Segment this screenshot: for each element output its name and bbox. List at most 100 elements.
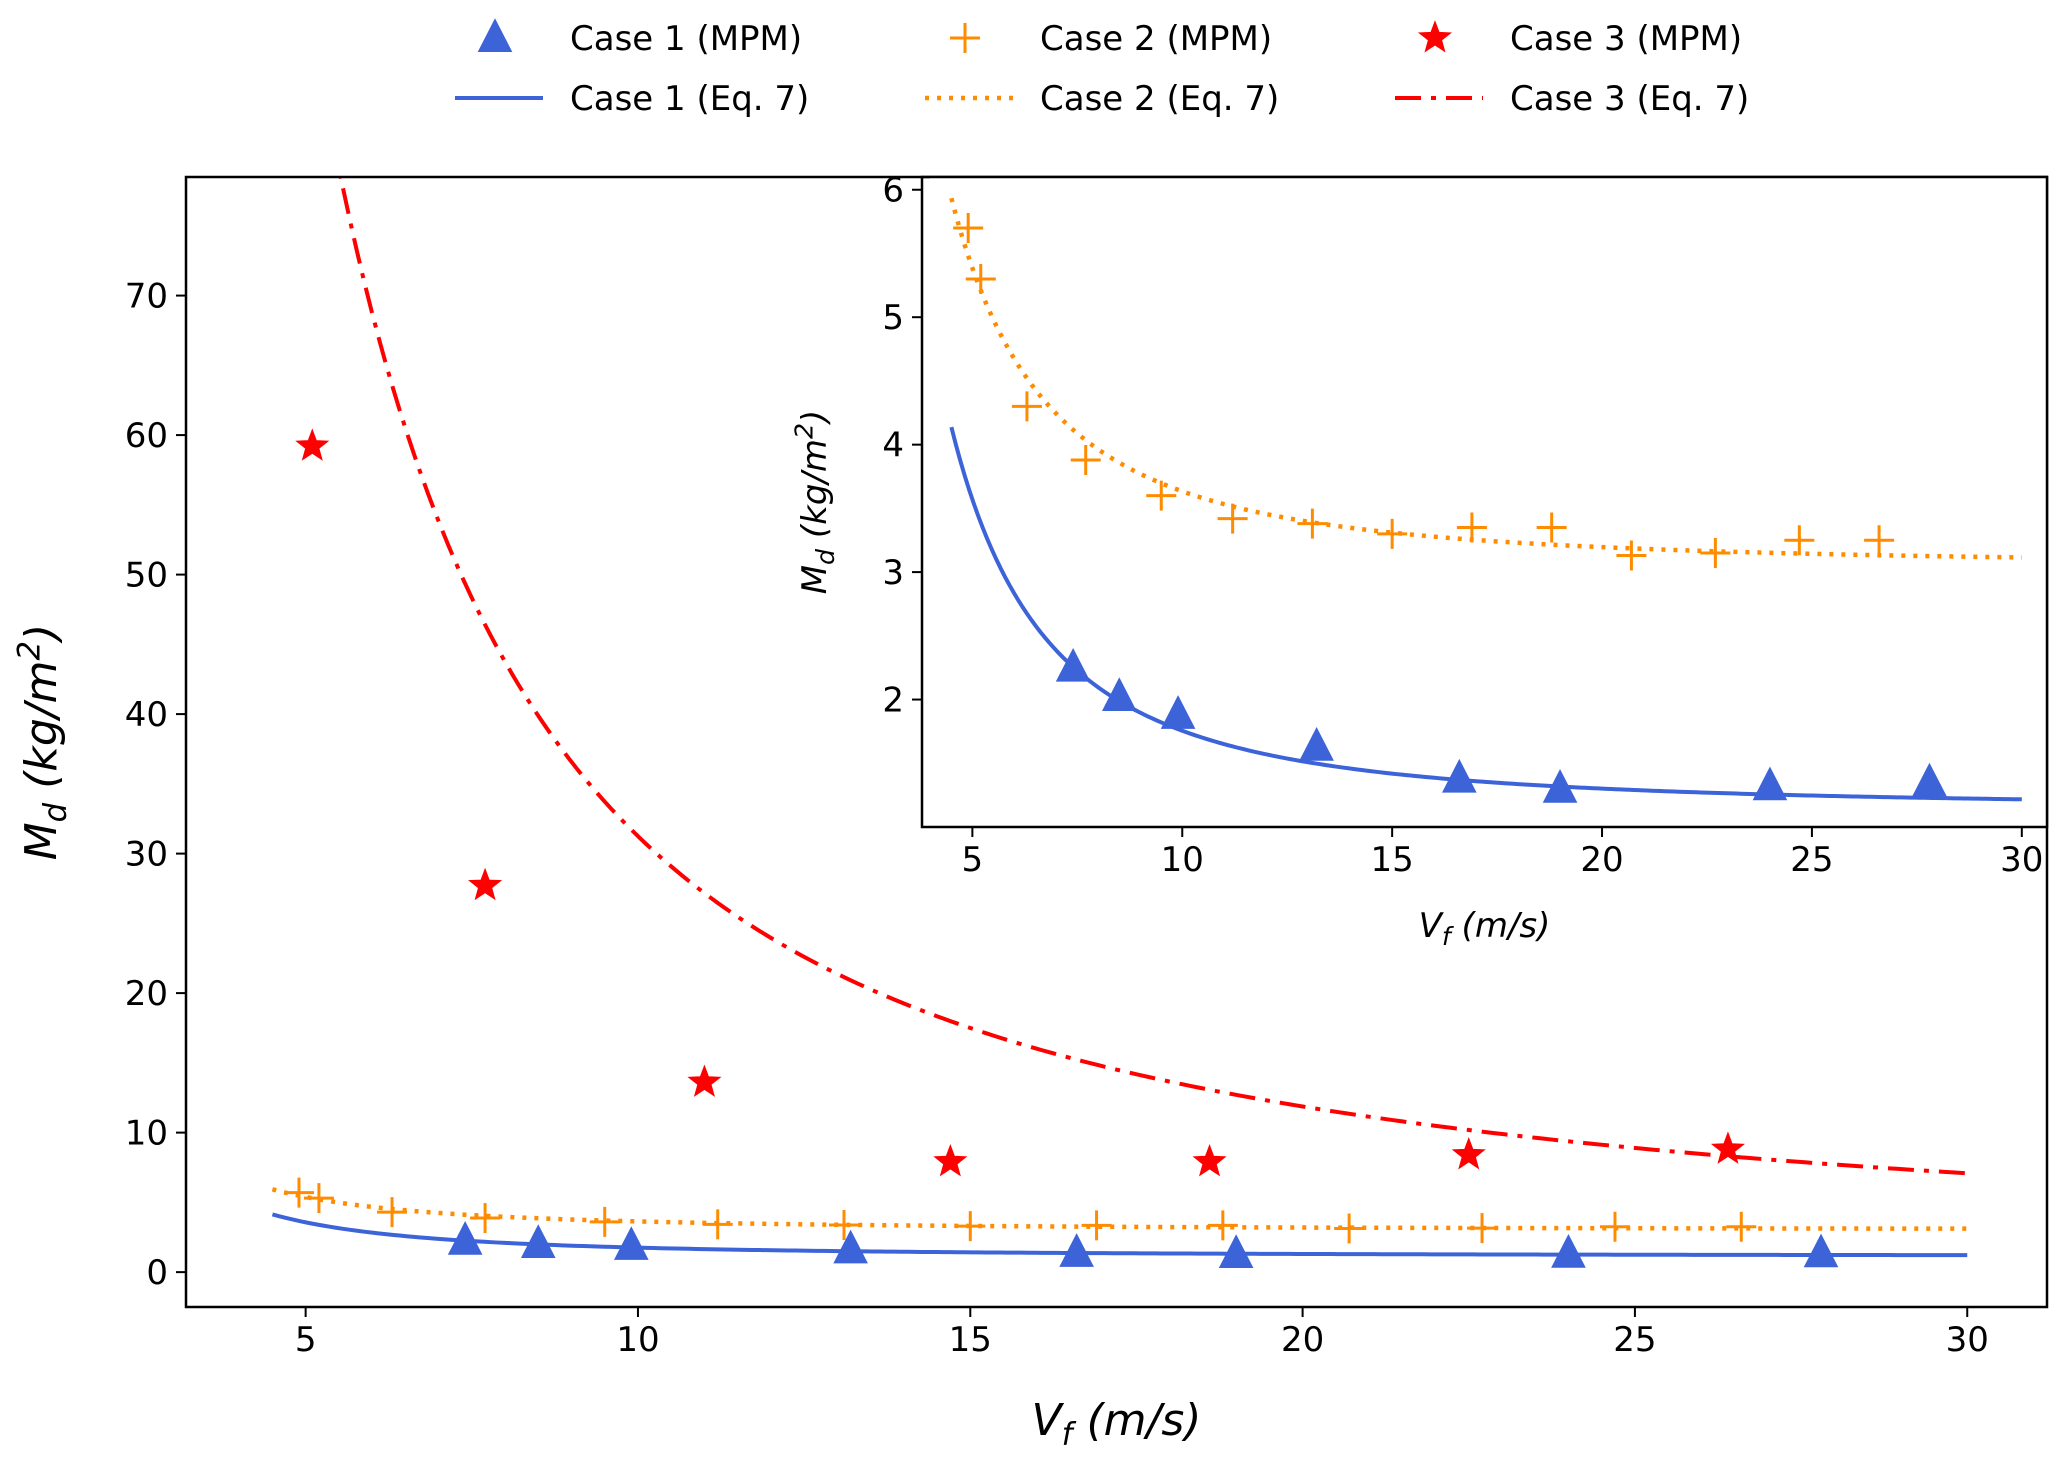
main-line-case2_eq [271,1187,1968,1231]
main-point-case3_mpm [1710,1131,1746,1164]
inset-point-case1_mpm [1542,769,1578,803]
main-point-case3_mpm [933,1143,968,1177]
main-point-case1_mpm [520,1224,556,1258]
inset-point-case2_mpm [1456,512,1487,543]
main-point-case1_mpm [613,1226,649,1260]
main-ytick-label: 20 [125,974,168,1014]
inset-ytick-label: 4 [882,426,904,466]
main-point-case1_mpm [1803,1233,1839,1268]
main-ytick-label: 0 [146,1253,168,1293]
inset-ytick-label: 5 [882,298,904,338]
main-ytick-label: 10 [125,1114,168,1154]
main-point-case1_mpm [833,1229,868,1264]
legend-label: Case 2 (MPM) [1040,19,1272,59]
inset-xtick-label: 20 [1580,840,1623,880]
main-point-case2_mpm [589,1206,620,1237]
main-xtick-label: 10 [616,1320,659,1360]
main-ytick-label: 70 [125,276,168,316]
inset-point-case1_mpm [1101,677,1137,711]
main-ytick-label: 50 [125,555,168,595]
main-xtick-label: 25 [1613,1320,1656,1360]
inset-point-case2_mpm [1377,518,1408,549]
inset-plot: 5 10 15 20 25 30 2 3 4 5 6 Vf (m/s) Md (kg/m2) [789,171,2049,951]
main-line-case1_eq [271,1212,1968,1258]
legend-label: Case 3 (MPM) [1510,19,1742,59]
inset-frame [920,175,2049,829]
inset-xtick-label: 10 [1161,840,1204,880]
legend-marker-case1_mpm [477,18,513,52]
inset-point-case2_mpm [965,263,996,294]
main-point-case1_mpm [1059,1233,1094,1267]
legend-label: Case 3 (Eq. 7) [1510,79,1749,119]
main-ylabel: Md (kg/m2) [11,624,73,861]
main-ytick-label: 30 [125,835,168,875]
inset-ytick-label: 6 [882,171,904,211]
main-point-case2_mpm [1599,1211,1630,1242]
main-point-case2_mpm [828,1209,859,1240]
main-xtick-label: 20 [1281,1320,1324,1360]
main-xlabel: Vf (m/s) [1032,1395,1202,1453]
inset-ylabel: Md (kg/m2) [789,410,840,595]
main-point-case2_mpm [1334,1213,1365,1244]
main-xtick-label: 30 [1946,1320,1989,1360]
main-point-case2_mpm [955,1211,986,1242]
inset-point-case1_mpm [1160,695,1196,729]
inset-xtick-label: 30 [2000,840,2043,880]
legend-label: Case 1 (MPM) [570,19,802,59]
inset-point-case2_mpm [953,212,984,243]
main-ytick-label: 60 [125,416,168,456]
inset-point-case2_mpm [1784,525,1815,556]
main-point-case2_mpm [702,1209,733,1240]
inset-point-case2_mpm [1146,480,1177,511]
main-point-case2_mpm [1726,1211,1757,1242]
main-xtick-label: 15 [949,1320,992,1360]
main-point-case2_mpm [1467,1213,1498,1244]
legend: Case 1 (MPM) Case 2 (MPM) Case 3 (MPM) Case… [455,18,1749,119]
main-point-case3_mpm [468,867,503,901]
main-point-case1_mpm [447,1221,483,1255]
main-data [271,177,1968,1268]
inset-ytick-label: 3 [882,553,904,593]
inset-point-case2_mpm [1700,537,1731,568]
main-point-case2_mpm [470,1203,501,1233]
main-point-case2_mpm [377,1197,408,1228]
inset-point-case1_mpm [1299,727,1334,761]
inset-background [930,177,2047,827]
inset-xtick-label: 25 [1790,840,1833,880]
legend-marker-case2_mpm [950,23,980,53]
inset-ytick-label: 2 [882,680,904,720]
inset-line-case2_eq [949,197,2022,560]
main-line-case3_eq [338,177,1968,1176]
legend-label: Case 1 (Eq. 7) [570,79,809,119]
inset-data [949,197,2022,803]
inset-point-case2_mpm [1011,391,1042,422]
inset-point-case2_mpm [1297,508,1328,539]
inset-xtick-label: 5 [962,840,984,880]
inset-xlabel: Vf (m/s) [1419,906,1551,951]
main-point-case2_mpm [283,1177,314,1208]
inset-point-case1_mpm [1912,762,1947,797]
main-point-case2_mpm [303,1183,334,1214]
main-point-case3_mpm [1451,1137,1486,1170]
main-point-case1_mpm [1551,1234,1586,1268]
inset-point-case1_mpm [1752,766,1788,801]
inset-point-case1_mpm [1055,647,1091,682]
main-xtick-label: 5 [295,1320,317,1360]
main-point-case3_mpm [295,428,330,461]
inset-point-case2_mpm [1864,525,1895,556]
inset-point-case2_mpm [1217,503,1248,534]
inset-point-case1_mpm [1441,758,1477,793]
main-point-case3_mpm [687,1064,722,1097]
legend-marker-case3_mpm [1417,20,1453,53]
main-point-case3_mpm [1192,1143,1227,1177]
inset-xtick-label: 15 [1371,840,1414,880]
legend-label: Case 2 (Eq. 7) [1040,79,1279,119]
inset-point-case2_mpm [1536,512,1567,543]
main-ytick-label: 40 [125,695,168,735]
main-point-case2_mpm [1207,1210,1238,1241]
main-point-case1_mpm [1218,1234,1254,1268]
main-point-case2_mpm [1081,1210,1112,1241]
inset-point-case2_mpm [1070,444,1101,475]
